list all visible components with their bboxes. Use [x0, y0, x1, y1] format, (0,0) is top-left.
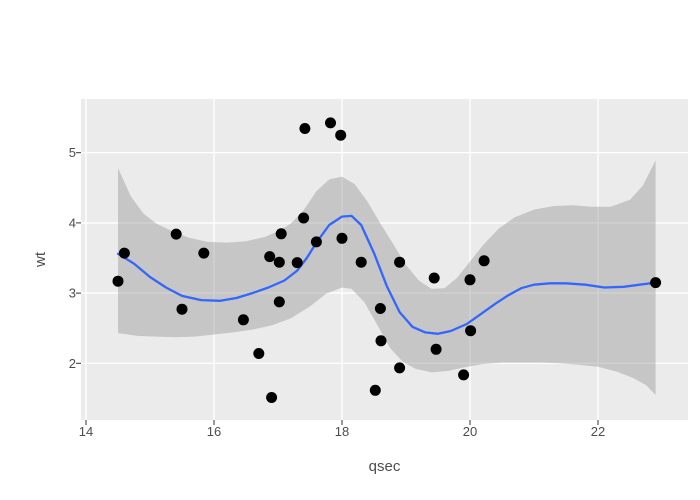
- scatter-point[interactable]: [375, 335, 387, 347]
- scatter-point[interactable]: [478, 255, 490, 267]
- y-tick-label: 5: [69, 145, 76, 160]
- scatter-point[interactable]: [465, 325, 477, 337]
- scatter-point[interactable]: [176, 303, 188, 315]
- smooth-line: [116, 214, 657, 335]
- scatter-point[interactable]: [275, 228, 287, 240]
- scatter-point[interactable]: [237, 314, 249, 326]
- confidence-ribbon: [118, 160, 656, 395]
- scatter-point[interactable]: [458, 369, 470, 381]
- scatter-point[interactable]: [273, 296, 285, 308]
- scatter-point[interactable]: [336, 232, 348, 244]
- y-tick-label: 2: [69, 356, 76, 371]
- scatter-point[interactable]: [325, 117, 336, 129]
- y-axis-title: wt: [32, 251, 49, 268]
- scatter-point[interactable]: [299, 123, 311, 134]
- scatter-point[interactable]: [355, 256, 367, 268]
- scatter-point[interactable]: [394, 362, 406, 374]
- scatter-point[interactable]: [264, 251, 276, 263]
- scatter-point[interactable]: [428, 272, 440, 284]
- scatter-point[interactable]: [273, 256, 285, 268]
- y-tick-label: 3: [69, 286, 76, 301]
- scatter-point[interactable]: [298, 212, 310, 224]
- x-tick-label: 18: [335, 424, 349, 439]
- scatter-point[interactable]: [112, 275, 124, 287]
- scatter-point[interactable]: [464, 274, 476, 286]
- y-tick-label: 4: [69, 215, 76, 230]
- x-tick-label: 20: [463, 424, 477, 439]
- x-tick-label: 22: [591, 424, 605, 439]
- scatter-point[interactable]: [253, 348, 265, 359]
- scatter-point[interactable]: [650, 277, 662, 289]
- scatter-point[interactable]: [198, 247, 210, 259]
- scatter-point[interactable]: [369, 384, 381, 396]
- scatter-point[interactable]: [170, 228, 182, 240]
- scatter-point[interactable]: [394, 256, 406, 268]
- scatter-point[interactable]: [310, 236, 322, 248]
- scatter-point[interactable]: [266, 392, 278, 403]
- scatter-point[interactable]: [374, 303, 386, 314]
- x-tick-label: 14: [79, 424, 93, 439]
- scatter-point[interactable]: [335, 129, 347, 141]
- x-tick-label: 16: [207, 424, 221, 439]
- scatter-point[interactable]: [291, 257, 303, 269]
- scatter-point[interactable]: [118, 247, 130, 259]
- x-axis-title: qsec: [369, 458, 401, 475]
- scatter-point[interactable]: [430, 343, 442, 355]
